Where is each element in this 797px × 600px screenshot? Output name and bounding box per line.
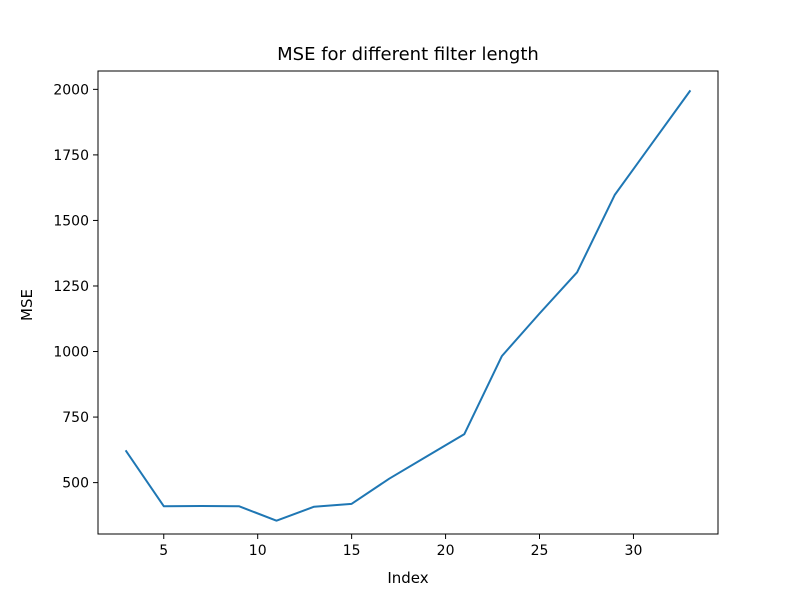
- x-tick-label: 25: [531, 543, 549, 559]
- y-tick-label: 1250: [53, 279, 89, 295]
- y-tick-label: 2000: [53, 82, 89, 98]
- y-tick-label: 1750: [53, 148, 89, 164]
- y-tick-label: 750: [62, 410, 89, 426]
- y-axis-label: MSE: [18, 289, 36, 321]
- x-tick-label: 10: [249, 543, 267, 559]
- x-tick-label: 30: [625, 543, 643, 559]
- x-axis-label: Index: [387, 569, 428, 587]
- x-tick-label: 15: [343, 543, 361, 559]
- series-line-1: [124, 89, 692, 522]
- x-tick-label: 5: [159, 543, 168, 559]
- y-tick-label: 1000: [53, 345, 89, 361]
- plot-area: 5 10 15 20 25 30 500 750 1000 1250 1500 1750 2000: [53, 70, 719, 559]
- plot-frame: [97, 70, 719, 535]
- y-tick-label: 500: [62, 476, 89, 492]
- x-tick-label: 20: [437, 543, 455, 559]
- chart-title: MSE for different filter length: [277, 44, 539, 65]
- y-tick-label: 1500: [53, 213, 89, 229]
